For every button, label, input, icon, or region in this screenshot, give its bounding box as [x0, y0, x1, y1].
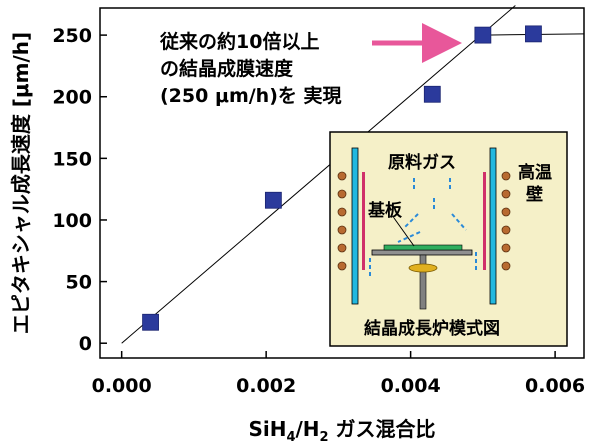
- x-tick-label: 0.004: [381, 375, 441, 397]
- hot-wall-label-1: 高温: [518, 162, 552, 183]
- annotation: 従来の約10倍以上 の結晶成膜速度 (250 μm/h)を 実現: [159, 23, 462, 107]
- inset-background: [329, 131, 568, 347]
- data-point: [423, 85, 441, 103]
- y-tick-label: 200: [52, 87, 92, 109]
- right-wall: [489, 147, 497, 305]
- annotation-line-2: の結晶成膜速度: [160, 57, 294, 80]
- substrate-label: 基板: [367, 200, 403, 221]
- data-point: [525, 25, 542, 43]
- y-axis-title: エピタキシャル成長速度 [μm/h]: [9, 32, 33, 334]
- furnace-inset: 原料ガス 高温 壁 基板 結晶成長炉模式図: [329, 131, 568, 347]
- substrate-stage: [371, 249, 473, 256]
- plot-frame: [99, 7, 585, 359]
- data-point: [474, 26, 492, 44]
- y-tick-label: 250: [52, 25, 92, 47]
- y-axis-ticks: 0 50 100 150 200 250: [52, 25, 107, 355]
- y-tick-label: 0: [79, 333, 92, 355]
- left-wall: [351, 147, 359, 305]
- inset-caption: 結晶成長炉模式図: [364, 318, 500, 339]
- x-axis-title-tail: ガス混合比: [329, 417, 436, 441]
- data-point: [264, 191, 282, 209]
- hot-wall-label-2: 壁: [526, 184, 543, 205]
- right-heater: [483, 172, 486, 270]
- x-axis-title-base: SiH: [248, 417, 286, 441]
- left-heater: [362, 172, 365, 270]
- left-coils: [337, 171, 347, 271]
- x-tick-label: 0.002: [236, 375, 296, 397]
- y-tick-label: 100: [52, 210, 92, 232]
- substrate: [383, 244, 463, 251]
- y-tick-label: 50: [66, 272, 92, 294]
- x-axis-title-mid: /H: [295, 417, 319, 441]
- data-point: [142, 313, 159, 331]
- substrate-pointer: [393, 217, 415, 247]
- gas-flow-arrows: [369, 178, 477, 276]
- stage-shaft: [419, 254, 427, 310]
- x-tick-label: 0.006: [525, 375, 585, 397]
- rotation-gear-icon: [408, 263, 438, 273]
- x-axis-ticks: 0.000 0.002 0.004 0.006: [92, 351, 585, 397]
- y-tick-label: 150: [52, 148, 92, 170]
- source-gas-label: 原料ガス: [388, 152, 456, 173]
- x-axis-title-sub2: 2: [320, 430, 329, 445]
- annotation-line-3: (250 μm/h)を 実現: [160, 84, 342, 107]
- x-axis-title: SiH4/H2 ガス混合比: [248, 417, 435, 445]
- x-axis-title-sub1: 4: [286, 430, 295, 445]
- x-tick-label: 0.000: [92, 375, 152, 397]
- annotation-line-1: 従来の約10倍以上: [159, 30, 319, 53]
- right-coils: [501, 171, 511, 271]
- data-points: [142, 25, 542, 331]
